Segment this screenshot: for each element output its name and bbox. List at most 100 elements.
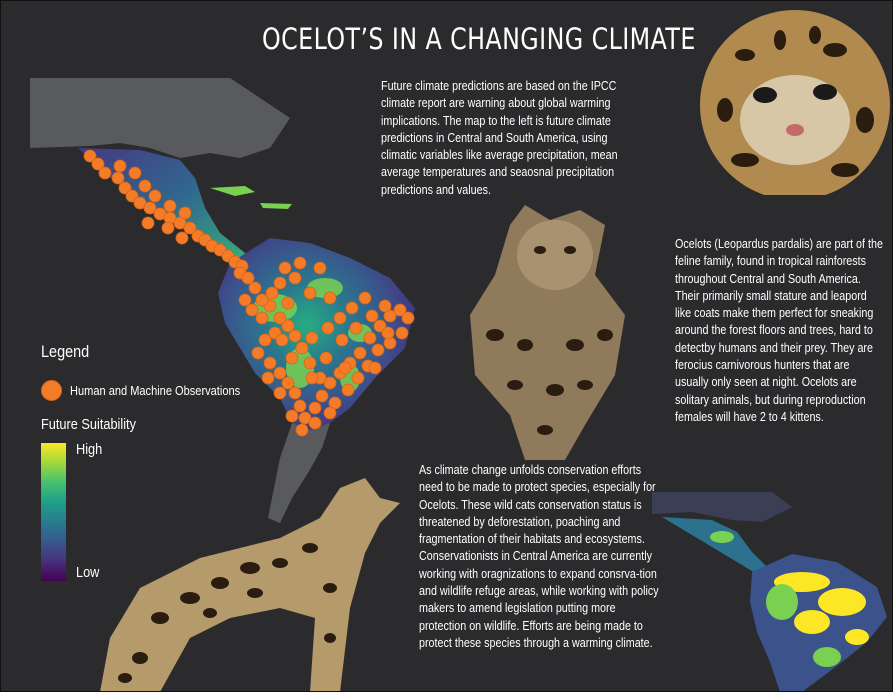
observation-marker <box>368 361 382 375</box>
observation-marker <box>285 409 299 423</box>
observation-marker <box>305 371 319 385</box>
main-suitability-map <box>30 78 415 523</box>
observation-marker <box>238 293 252 307</box>
observation-marker <box>141 216 155 230</box>
observation-marker <box>345 301 359 315</box>
observation-marker <box>288 329 302 343</box>
observation-marker <box>175 231 189 245</box>
poster-title: OCELOT’S IN A CHANGING CLIMATE <box>262 22 696 56</box>
observation-marker <box>288 386 302 400</box>
observation-marker <box>308 416 322 430</box>
suitability-color-ramp <box>41 443 66 581</box>
observation-marker <box>298 411 312 425</box>
observation-marker <box>98 166 112 180</box>
observation-marker <box>313 261 327 275</box>
observation-marker <box>319 351 333 365</box>
observation-marker <box>275 333 289 347</box>
observation-marker <box>358 291 372 305</box>
ocelot-lying-photo <box>470 205 625 460</box>
southern-cone-land <box>268 423 330 523</box>
observation-marker <box>328 396 342 410</box>
observation-marker <box>295 341 309 355</box>
ocelot-standing-photo <box>100 478 400 692</box>
observation-marker <box>273 311 287 325</box>
observation-marker <box>245 303 259 317</box>
inset-central-america <box>662 517 767 574</box>
inset-north-land <box>652 492 792 522</box>
observation-marker <box>323 291 337 305</box>
ocelot-paragraph: Ocelots (Leopardus pardalis) are part of… <box>675 237 883 424</box>
observation-marker <box>383 309 397 323</box>
inset-suitability-map <box>652 492 893 692</box>
observation-marker <box>133 196 147 210</box>
observation-marker <box>273 276 287 290</box>
observation-marker <box>273 366 287 380</box>
observation-marker <box>251 346 265 360</box>
observation-marker <box>308 401 322 415</box>
ocelot-face-photo <box>700 10 890 195</box>
observation-marker <box>281 319 295 333</box>
observation-marker <box>371 343 385 357</box>
observation-marker <box>128 166 142 180</box>
observation-marker <box>138 179 152 193</box>
legend-title: Legend <box>41 342 90 361</box>
observation-marker <box>293 256 307 270</box>
ramp-low-label: Low <box>76 564 100 581</box>
observation-marker <box>295 423 309 437</box>
observation-marker <box>125 189 139 203</box>
observation-marker <box>258 333 272 347</box>
observation-marker <box>183 221 197 235</box>
observation-marker-swatch <box>41 380 62 401</box>
observation-marker <box>351 371 365 385</box>
observation-markers <box>83 149 415 437</box>
future-suitability-title: Future Suitability <box>41 416 136 433</box>
observation-marker <box>281 376 295 390</box>
observation-marker <box>281 296 295 310</box>
observation-marker <box>265 286 279 300</box>
observation-marker <box>333 311 347 325</box>
observation-marker <box>285 351 299 365</box>
observation-marker <box>91 157 105 171</box>
observation-marker <box>395 326 409 340</box>
observation-marker <box>305 331 319 345</box>
observation-marker <box>178 206 192 220</box>
observation-marker <box>381 326 395 340</box>
observation-marker <box>263 356 277 370</box>
observation-marker <box>393 303 407 317</box>
observation-marker <box>323 376 337 390</box>
observation-marker <box>143 201 157 215</box>
climate-paragraph: Future climate predictions are based on … <box>381 79 618 197</box>
ramp-high-label: High <box>76 441 103 458</box>
observation-marker <box>341 383 355 397</box>
observation-marker <box>241 271 255 285</box>
observation-marker <box>255 293 269 307</box>
north-america-land <box>30 78 290 158</box>
observation-marker <box>173 216 187 230</box>
observation-marker <box>303 356 317 370</box>
observation-marker <box>378 299 392 313</box>
observation-marker <box>353 346 367 360</box>
observation-marker <box>118 181 132 195</box>
observation-marker <box>273 386 287 400</box>
caribbean-islands <box>210 186 292 209</box>
observation-marker <box>338 361 352 375</box>
observation-marker <box>163 199 177 213</box>
observation-marker <box>363 331 377 345</box>
observation-marker <box>113 159 127 173</box>
observations-label: Human and Machine Observations <box>70 383 241 398</box>
observation-marker <box>365 309 379 323</box>
observation-marker <box>335 333 349 347</box>
observation-marker <box>323 406 337 420</box>
observation-marker <box>293 399 307 413</box>
observation-marker <box>111 171 125 185</box>
observation-marker <box>288 271 302 285</box>
conservation-paragraph: As climate change unfolds conservation e… <box>419 463 659 650</box>
observation-marker <box>315 389 329 403</box>
observation-marker <box>83 149 97 163</box>
observation-marker <box>161 221 175 235</box>
observation-marker <box>303 286 317 300</box>
observation-marker <box>248 281 262 295</box>
observation-marker <box>349 321 363 335</box>
observation-marker <box>373 319 387 333</box>
